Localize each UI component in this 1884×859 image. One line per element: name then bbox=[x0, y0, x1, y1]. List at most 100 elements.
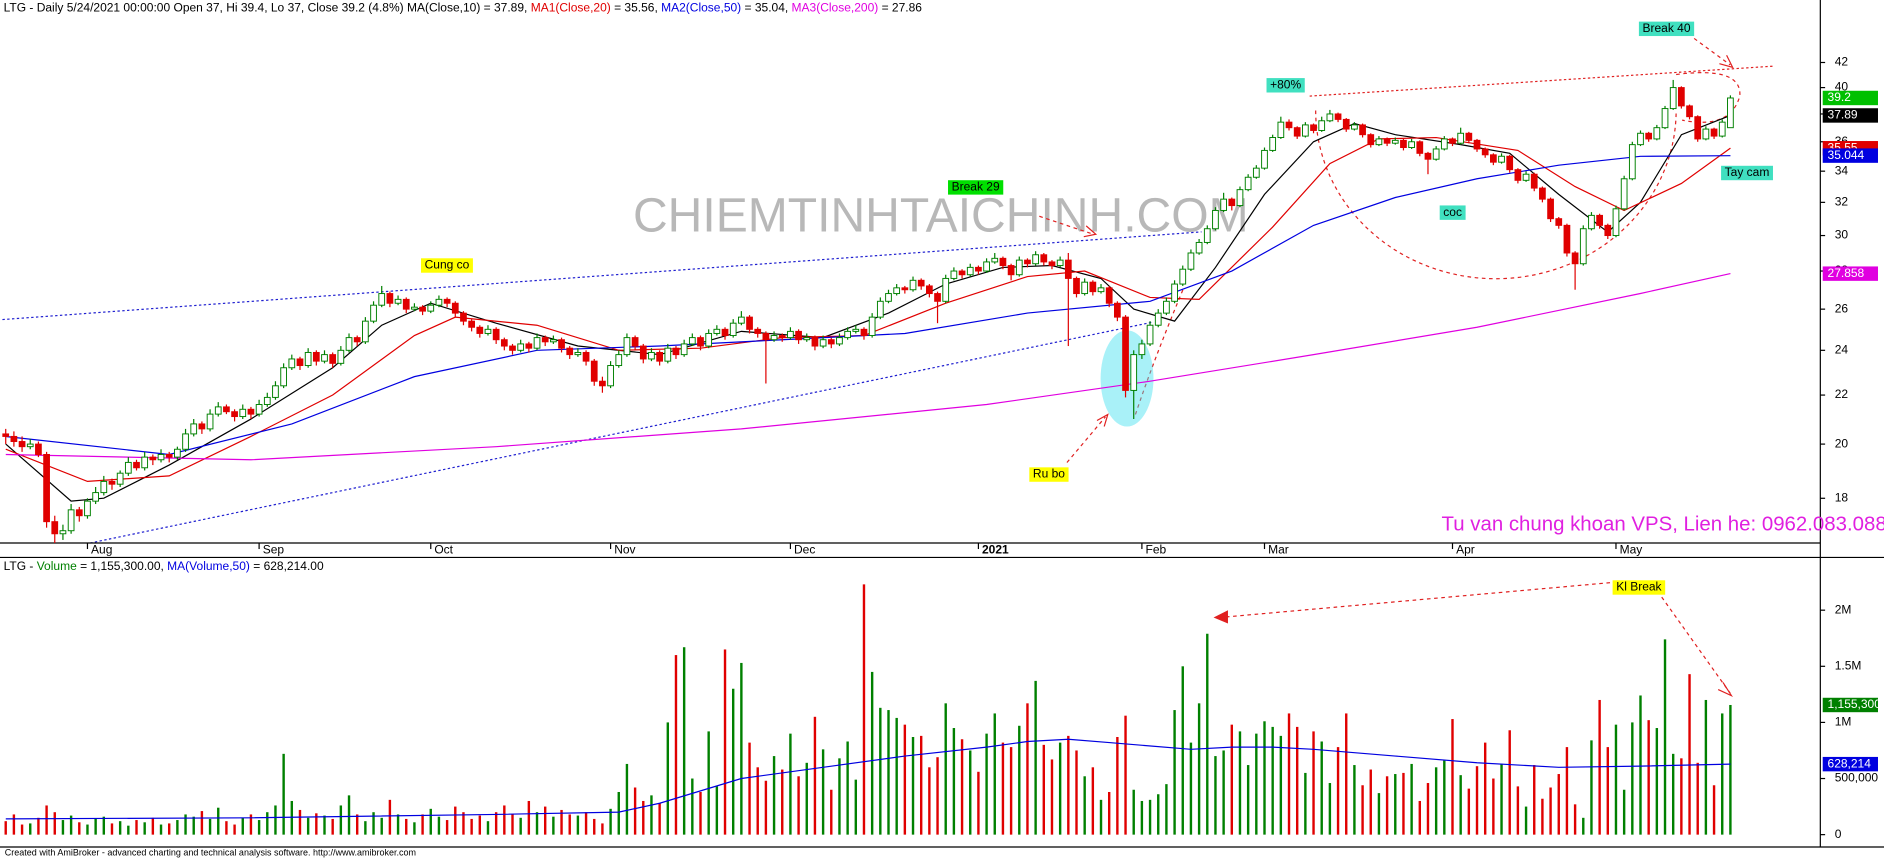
volume-bar bbox=[1459, 775, 1462, 835]
candle-body bbox=[1571, 252, 1579, 265]
arrow bbox=[1219, 582, 1611, 619]
volume-bar bbox=[666, 722, 670, 835]
candle-body bbox=[1097, 287, 1105, 293]
value-badge-label: 1,155,300 bbox=[1828, 697, 1882, 711]
header-segment: = 27.86 bbox=[878, 1, 922, 15]
volume-bar bbox=[805, 762, 808, 835]
candle-body bbox=[639, 345, 647, 360]
candle-body bbox=[59, 530, 67, 535]
candle-body bbox=[427, 304, 435, 312]
volume-bar bbox=[1246, 765, 1250, 835]
y-tick-label: 34 bbox=[1835, 163, 1849, 177]
candle-body bbox=[1514, 169, 1522, 181]
volume-bar bbox=[1688, 674, 1691, 835]
volume-bar bbox=[1067, 735, 1070, 835]
trend-line bbox=[2, 231, 1202, 321]
volume-bar bbox=[1091, 767, 1095, 835]
volume-bar bbox=[1189, 742, 1193, 835]
volume-bar bbox=[1541, 798, 1544, 835]
volume-bar bbox=[1573, 804, 1577, 835]
candle-body bbox=[1187, 252, 1195, 270]
candle-body bbox=[1628, 144, 1636, 180]
volume-bar bbox=[887, 710, 890, 835]
volume-bar bbox=[12, 814, 16, 835]
y-tick-label: 2M bbox=[1835, 602, 1852, 616]
volume-bar bbox=[372, 812, 375, 835]
candle-body bbox=[934, 293, 941, 302]
volume-bar bbox=[1402, 772, 1405, 835]
volume-bar bbox=[78, 822, 81, 835]
value-badge-label: 27.858 bbox=[1828, 266, 1865, 280]
candle-body bbox=[1522, 173, 1530, 181]
volume-bar bbox=[1173, 710, 1176, 835]
volume-bar bbox=[650, 795, 653, 835]
candle-body bbox=[149, 456, 157, 461]
value-badge bbox=[1822, 90, 1878, 106]
candle-body bbox=[43, 453, 50, 523]
candle-body bbox=[1612, 208, 1620, 237]
volume-bar bbox=[437, 816, 441, 835]
volume-bar bbox=[1729, 704, 1732, 835]
volume-bar bbox=[658, 803, 661, 835]
candle-body bbox=[1089, 281, 1097, 293]
annotation: Ru bo bbox=[1033, 467, 1065, 481]
candle-body bbox=[999, 257, 1007, 267]
volume-bar bbox=[347, 795, 351, 835]
volume-bar bbox=[674, 655, 678, 835]
volume-bar bbox=[879, 707, 882, 835]
header-segment: = 1,155,300.00, bbox=[77, 559, 167, 573]
candle-body bbox=[1677, 87, 1685, 107]
volume-bar bbox=[454, 806, 457, 835]
y-tick-label: 500,000 bbox=[1835, 771, 1879, 785]
candle-body bbox=[223, 406, 230, 413]
annotation-box bbox=[421, 258, 473, 273]
candle-body bbox=[1048, 261, 1056, 267]
volume-bar bbox=[167, 823, 171, 835]
trend-line bbox=[89, 321, 1154, 544]
arrow bbox=[1066, 416, 1106, 463]
candle-body bbox=[1040, 254, 1048, 263]
cup-arc bbox=[1315, 110, 1677, 280]
volume-bar bbox=[519, 817, 522, 835]
candle-body bbox=[460, 312, 467, 322]
x-tick-label: Aug bbox=[91, 542, 112, 556]
volume-bar bbox=[568, 814, 571, 835]
candle-body bbox=[35, 443, 42, 455]
candle-body bbox=[1645, 132, 1653, 140]
volume-bar bbox=[1704, 699, 1708, 835]
volume-bar bbox=[282, 753, 285, 835]
candle-body bbox=[1285, 121, 1293, 129]
candle-body bbox=[795, 330, 802, 341]
candle-body bbox=[443, 298, 451, 304]
candle-body bbox=[1416, 141, 1424, 154]
volume-bar bbox=[821, 749, 825, 835]
candle-body bbox=[1440, 138, 1448, 150]
volume-bar bbox=[1353, 765, 1356, 835]
candle-body bbox=[435, 298, 443, 306]
arrow bbox=[1661, 596, 1731, 694]
candle-body bbox=[1179, 268, 1187, 285]
candle-body bbox=[1252, 167, 1260, 178]
volume-bar bbox=[911, 737, 915, 835]
candle-body bbox=[239, 408, 247, 418]
value-badge-label: 39.2 bbox=[1828, 90, 1852, 104]
candle-body bbox=[770, 335, 778, 341]
volume-bar bbox=[45, 805, 48, 835]
volume-bar bbox=[118, 821, 122, 835]
header-segment: = 35.04, bbox=[741, 1, 791, 15]
volume-bar bbox=[86, 824, 89, 835]
candle-body bbox=[1146, 324, 1154, 345]
candle-body bbox=[1506, 155, 1514, 171]
candle-body bbox=[836, 337, 843, 345]
volume-bar bbox=[715, 786, 719, 835]
volume-bar bbox=[830, 789, 833, 835]
volume-bar bbox=[1034, 680, 1037, 835]
candle-body bbox=[1686, 105, 1693, 118]
candle-body bbox=[247, 408, 255, 415]
candle-body bbox=[599, 380, 606, 387]
candle-body bbox=[1694, 116, 1702, 140]
candle-body bbox=[688, 337, 696, 345]
candle-body bbox=[476, 326, 484, 334]
candle-body bbox=[517, 343, 525, 351]
